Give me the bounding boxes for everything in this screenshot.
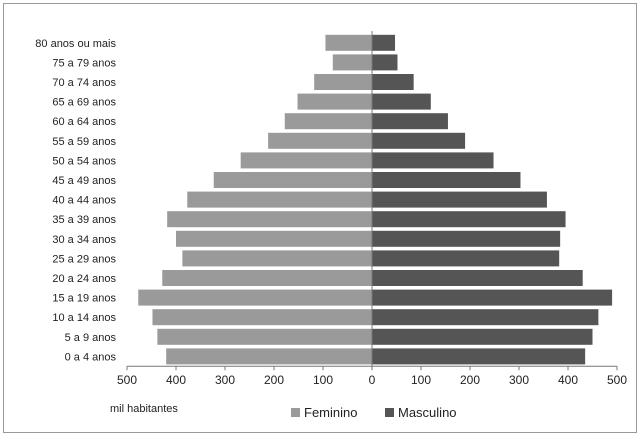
x-tick-label: 100 (411, 373, 431, 387)
bar-masculino-6 (372, 230, 561, 247)
x-tick-label: 500 (607, 373, 627, 387)
category-label: 35 a 39 anos (52, 214, 116, 226)
bar-feminino-9 (213, 172, 372, 188)
bar-masculino-2 (372, 309, 599, 326)
category-label: 5 a 9 anos (65, 332, 117, 344)
bar-feminino-5 (182, 250, 372, 267)
bar-feminino-11 (268, 132, 372, 149)
bar-feminino-15 (332, 54, 372, 71)
masculino-bars (372, 34, 613, 365)
x-axis: 500 400 300 200 100 0 100 200 300 400 500 (117, 365, 627, 387)
bar-masculino-7 (372, 211, 566, 228)
category-label: 25 a 29 anos (52, 253, 116, 265)
category-label: 10 a 14 anos (52, 312, 116, 324)
bar-feminino-3 (138, 289, 372, 306)
bar-feminino-14 (314, 74, 372, 90)
legend-label-feminino: Feminino (304, 405, 357, 420)
x-axis-unit-label: mil habitantes (110, 403, 178, 415)
category-label: 80 anos ou mais (35, 38, 116, 50)
x-tick-label: 200 (460, 373, 480, 387)
bar-masculino-8 (372, 191, 547, 208)
bar-masculino-15 (372, 54, 398, 71)
bar-masculino-12 (372, 113, 448, 130)
bar-feminino-0 (166, 348, 372, 365)
bar-masculino-11 (372, 132, 466, 149)
bar-masculino-16 (372, 34, 396, 51)
category-label: 0 a 4 anos (65, 351, 117, 363)
bar-masculino-0 (372, 348, 586, 365)
category-label: 60 a 64 anos (52, 116, 116, 128)
bar-masculino-3 (372, 289, 613, 306)
category-label: 55 a 59 anos (52, 136, 116, 148)
bar-masculino-14 (372, 74, 414, 90)
bar-feminino-12 (284, 113, 372, 130)
bar-masculino-9 (372, 172, 521, 188)
bar-masculino-13 (372, 93, 431, 110)
bar-feminino-13 (297, 93, 372, 110)
x-tick-label: 400 (166, 373, 186, 387)
x-tick-label: 300 (509, 373, 529, 387)
bar-feminino-7 (167, 211, 372, 228)
legend: Feminino Masculino (291, 405, 457, 420)
bar-feminino-10 (240, 152, 372, 169)
category-label: 30 a 34 anos (52, 234, 116, 246)
category-label: 40 a 44 anos (52, 195, 116, 207)
bar-feminino-8 (187, 191, 372, 208)
category-label: 50 a 54 anos (52, 155, 116, 167)
bar-masculino-10 (372, 152, 494, 169)
bar-feminino-2 (152, 309, 372, 326)
x-tick-label: 400 (558, 373, 578, 387)
bar-feminino-4 (162, 270, 372, 286)
legend-swatch-masculino (385, 408, 394, 417)
bar-masculino-4 (372, 270, 583, 286)
bar-masculino-5 (372, 250, 560, 267)
legend-label-masculino: Masculino (398, 405, 457, 420)
bar-feminino-6 (176, 230, 372, 247)
category-label: 75 a 79 anos (52, 57, 116, 69)
x-tick-label: 200 (264, 373, 284, 387)
category-label: 65 a 69 anos (52, 97, 116, 109)
category-label: 20 a 24 anos (52, 273, 116, 285)
legend-swatch-feminino (291, 408, 300, 417)
x-tick-label: 0 (369, 373, 376, 387)
category-label: 45 a 49 anos (52, 175, 116, 187)
x-tick-label: 300 (215, 373, 235, 387)
category-label: 15 a 19 anos (52, 293, 116, 305)
bar-masculino-1 (372, 328, 593, 345)
bar-feminino-16 (325, 34, 372, 51)
category-labels: 0 a 4 anos 5 a 9 anos 10 a 14 anos 15 a 19 … (35, 38, 116, 364)
x-tick-label: 100 (313, 373, 333, 387)
category-label: 70 a 74 anos (52, 77, 116, 89)
bar-feminino-1 (157, 328, 372, 345)
x-tick-label: 500 (117, 373, 137, 387)
feminino-bars (138, 34, 372, 365)
